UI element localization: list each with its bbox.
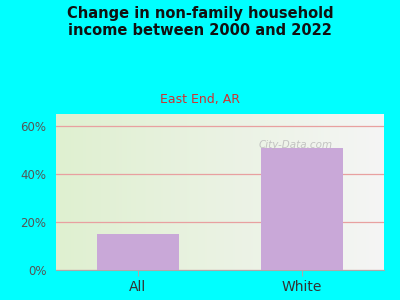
Bar: [97, 234, 179, 270]
Bar: [261, 148, 343, 270]
Text: East End, AR: East End, AR: [160, 93, 240, 106]
Text: City-Data.com: City-Data.com: [258, 140, 332, 150]
Text: Change in non-family household
income between 2000 and 2022: Change in non-family household income be…: [67, 6, 333, 38]
